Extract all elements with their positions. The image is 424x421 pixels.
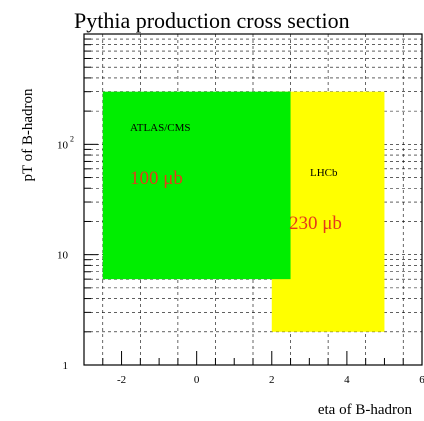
region-atlas-cms xyxy=(102,91,291,280)
y-tick-label: 10 xyxy=(57,139,69,151)
region-label-atlas-cms: ATLAS/CMS xyxy=(130,122,191,134)
region-label-lhcb: LHCb xyxy=(310,167,338,179)
region-value-atlas-cms: 100 μb xyxy=(130,168,183,189)
y-axis-title: pT of B-hadron xyxy=(20,88,36,182)
region-layer: ATLAS/CMS 100 μb LHCb 230 μb xyxy=(102,91,385,332)
x-tick-label: -2 xyxy=(117,374,126,386)
x-tick-label: 4 xyxy=(344,374,350,386)
x-tick-label: 0 xyxy=(194,374,200,386)
y-tick-label: 10 xyxy=(57,250,69,262)
x-axis-title: eta of B-hadron xyxy=(318,402,413,418)
region-value-lhcb: 230 μb xyxy=(289,213,342,234)
chart-title: Pythia production cross section xyxy=(74,8,350,33)
y-tick-label: 1 xyxy=(63,360,69,372)
x-tick-label: 6 xyxy=(419,374,424,386)
x-tick-label: 2 xyxy=(269,374,275,386)
y-tick-exponent: 2 xyxy=(70,134,74,143)
